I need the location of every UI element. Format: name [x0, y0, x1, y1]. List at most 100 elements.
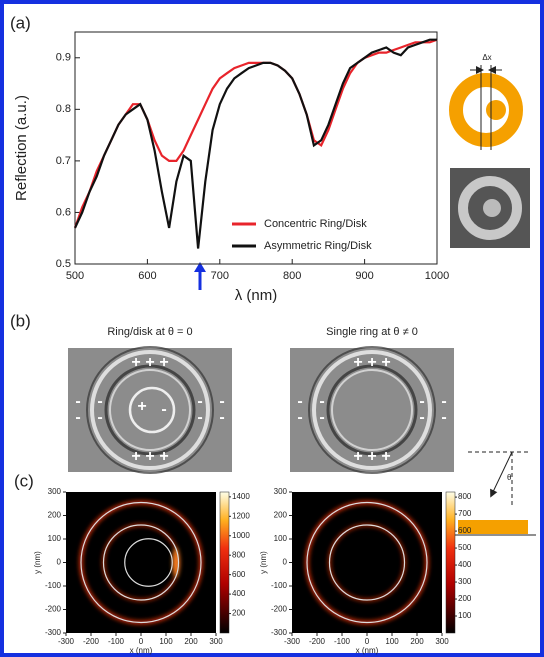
charge-sign: +: [131, 448, 140, 465]
charge-sign: -: [97, 409, 102, 426]
charge-sign: +: [145, 354, 154, 371]
y-tick-label: 0.8: [56, 103, 71, 115]
colorbar-tick-label: 800: [458, 492, 472, 501]
charge-map-title: Single ring at θ ≠ 0: [326, 326, 418, 338]
charge-ring: [308, 346, 436, 474]
y-tick-label: 300: [48, 487, 62, 496]
y-tick-label: 100: [274, 534, 288, 543]
y-tick-label: 0.5: [56, 258, 71, 270]
charge-sign: -: [75, 409, 80, 426]
ring-disk-schematic: [449, 65, 523, 150]
x-tick-label: 100: [159, 637, 173, 646]
plot-area: [74, 31, 438, 265]
y-axis-label: y (nm): [33, 551, 42, 574]
y-axis-label: y (nm): [259, 551, 268, 574]
x-tick-label: -100: [108, 637, 125, 646]
panel-label: (b): [10, 311, 31, 330]
colorbar: [445, 491, 456, 634]
charge-ring: [90, 350, 210, 470]
field-map: [66, 492, 216, 633]
ring-outline: [80, 501, 202, 624]
colorbar-tick-label: 200: [458, 594, 472, 603]
ring-outline: [306, 501, 428, 624]
charge-sign: -: [161, 401, 166, 418]
colorbar-tick-label: 800: [232, 550, 246, 559]
theta-label: θ: [507, 473, 512, 482]
legend-label: Concentric Ring/Disk: [264, 218, 367, 230]
x-tick-label: -300: [58, 637, 75, 646]
colorbar-tick-label: 1200: [232, 511, 250, 520]
y-tick-label: 100: [48, 534, 62, 543]
x-axis-label: λ (nm): [235, 287, 278, 304]
x-tick-label: 0: [365, 637, 370, 646]
ring-outline: [102, 524, 180, 601]
charge-map-title: Ring/disk at θ = 0: [107, 326, 192, 338]
annotation-arrow: [194, 262, 206, 272]
x-tick-label: 300: [435, 637, 449, 646]
charge-sign: +: [381, 354, 390, 371]
y-tick-label: 0.7: [56, 155, 71, 167]
charge-sign: -: [75, 393, 80, 410]
x-tick-label: 800: [283, 270, 301, 282]
y-tick-label: 0: [283, 558, 288, 567]
charge-sign: +: [137, 398, 146, 415]
colorbar-tick-label: 100: [458, 611, 472, 620]
x-tick-label: 200: [184, 637, 198, 646]
x-tick-label: -200: [309, 637, 326, 646]
y-tick-label: 0: [57, 558, 62, 567]
disk-outline: [124, 538, 173, 587]
sem-image: [450, 168, 530, 248]
series-line: [74, 38, 437, 249]
x-tick-label: 200: [410, 637, 424, 646]
field-map: [292, 492, 442, 633]
charge-sign: +: [367, 448, 376, 465]
ring-outline: [328, 524, 406, 601]
charge-sign: -: [197, 409, 202, 426]
x-tick-label: 900: [355, 270, 373, 282]
y-tick-label: 300: [274, 487, 288, 496]
x-tick-label: 700: [211, 270, 229, 282]
charge-ring: [331, 369, 413, 451]
x-tick-label: -300: [284, 637, 301, 646]
x-tick-label: 100: [385, 637, 399, 646]
colorbar-tick-label: 400: [232, 589, 246, 598]
colorbar-tick-label: 1400: [232, 492, 250, 501]
panel-label: (c): [14, 471, 34, 490]
charge-sign: -: [219, 409, 224, 426]
y-tick-label: 0.9: [56, 52, 71, 64]
charge-sign: -: [97, 393, 102, 410]
charge-disk: [128, 386, 176, 434]
charge-map: [68, 348, 232, 472]
x-tick-label: -100: [334, 637, 351, 646]
charge-ring: [109, 369, 191, 451]
y-axis-label: Reflection (a.u.): [13, 95, 30, 201]
y-tick-label: 0.6: [56, 206, 71, 218]
charge-ring: [104, 364, 196, 456]
charge-sign: -: [319, 409, 324, 426]
y-tick-label: -100: [271, 581, 288, 590]
charge-sign: -: [297, 409, 302, 426]
x-axis-label: x (nm): [356, 646, 379, 655]
charge-sign: -: [197, 393, 202, 410]
colorbar-tick-label: 600: [232, 570, 246, 579]
colorbar-tick-label: 200: [232, 609, 246, 618]
charge-sign: +: [381, 448, 390, 465]
dx-label: Δx: [482, 53, 491, 62]
charge-sign: +: [145, 448, 154, 465]
colorbar-tick-label: 400: [458, 560, 472, 569]
colorbar-tick-label: 700: [458, 509, 472, 518]
x-tick-label: 500: [66, 270, 84, 282]
charge-ring: [86, 346, 214, 474]
charge-sign: +: [353, 448, 362, 465]
x-axis-label: x (nm): [130, 646, 153, 655]
colorbar: [219, 491, 230, 634]
charge-sign: -: [319, 393, 324, 410]
charge-sign: +: [131, 354, 140, 371]
x-tick-label: -200: [83, 637, 100, 646]
x-tick-label: 1000: [425, 270, 449, 282]
y-tick-label: -100: [45, 581, 62, 590]
y-tick-label: -200: [271, 605, 288, 614]
y-tick-label: -200: [45, 605, 62, 614]
